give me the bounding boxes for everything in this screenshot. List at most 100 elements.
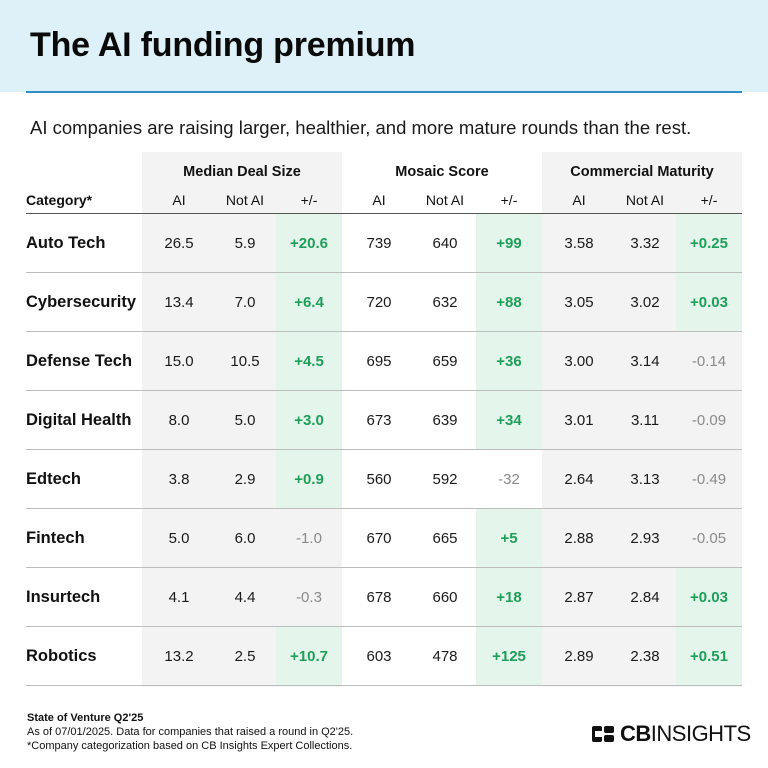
positive-highlight <box>476 509 542 567</box>
positive-highlight <box>276 332 342 390</box>
group-header-mosaic-score: Mosaic Score <box>395 164 489 180</box>
positive-highlight <box>276 214 342 272</box>
not-ai-value: 632 <box>432 294 458 311</box>
diff-value: -0.49 <box>691 471 727 488</box>
diff-value: +0.03 <box>690 589 728 606</box>
ai-value: 3.05 <box>564 294 594 311</box>
logo-text-thin: INSIGHTS <box>650 721 751 746</box>
ai-value: 678 <box>366 589 392 606</box>
group-header-median-deal-size: Median Deal Size <box>183 164 301 180</box>
footer-footnote: *Company categorization based on CB Insi… <box>27 740 353 752</box>
not-ai-value: 10.5 <box>230 353 260 370</box>
not-ai-value: 3.02 <box>630 294 660 311</box>
row-divider <box>26 567 742 568</box>
positive-highlight <box>676 627 742 685</box>
diff-value: +0.03 <box>690 294 728 311</box>
not-ai-value: 665 <box>432 530 458 547</box>
table-row: Defense Tech 15.0 10.5 +4.5 695 659 +36 3.00 3.1… <box>26 332 742 391</box>
not-ai-value: 2.84 <box>630 589 660 606</box>
ai-value: 603 <box>366 648 392 665</box>
positive-highlight <box>476 214 542 272</box>
not-ai-value: 659 <box>432 353 458 370</box>
positive-highlight <box>276 391 342 449</box>
diff-value: +125 <box>492 648 526 665</box>
ai-value: 2.88 <box>564 530 594 547</box>
diff-value: -0.14 <box>691 353 727 370</box>
diff-value: -0.09 <box>691 412 727 429</box>
footer-note: As of 07/01/2025. Data for companies tha… <box>27 726 354 738</box>
not-ai-value: 7.0 <box>234 294 256 311</box>
not-ai-value: 4.4 <box>234 589 256 606</box>
category-header: Category* <box>26 192 93 208</box>
diff-value: +36 <box>496 353 522 370</box>
positive-highlight <box>276 273 342 331</box>
ai-value: 3.58 <box>564 235 594 252</box>
ai-value: 4.1 <box>168 589 190 606</box>
header-divider <box>26 91 742 93</box>
col-header-diff: +/- <box>500 192 518 208</box>
positive-highlight <box>476 391 542 449</box>
group-header-commercial-maturity: Commercial Maturity <box>570 164 714 180</box>
positive-highlight <box>676 214 742 272</box>
not-ai-value: 2.5 <box>234 648 256 665</box>
logo-wordmark: CBINSIGHTS <box>620 721 751 747</box>
col-header-ai: AI <box>572 192 586 208</box>
row-category: Cybersecurity <box>26 293 137 311</box>
table-row: Cybersecurity 13.4 7.0 +6.4 720 632 +88 3.05 3.0… <box>26 273 742 332</box>
ai-value: 26.5 <box>164 235 194 252</box>
row-divider <box>26 331 742 332</box>
not-ai-value: 2.9 <box>234 471 256 488</box>
table-row: Robotics 13.2 2.5 +10.7 603 478 +125 2.89 2.38 +0… <box>26 627 742 686</box>
diff-value: +5 <box>500 530 518 547</box>
diff-value: +6.4 <box>294 294 324 311</box>
ai-value: 3.00 <box>564 353 594 370</box>
not-ai-value: 2.38 <box>630 648 660 665</box>
row-divider <box>26 449 742 450</box>
ai-value: 2.64 <box>564 471 594 488</box>
header-band: The AI funding premium <box>0 0 768 92</box>
col-header-not-ai: Not AI <box>625 192 665 208</box>
ai-value: 739 <box>366 235 392 252</box>
diff-value: +99 <box>496 235 522 252</box>
diff-value: +20.6 <box>290 235 328 252</box>
not-ai-value: 3.14 <box>630 353 660 370</box>
ai-value: 13.2 <box>164 648 194 665</box>
diff-value: +4.5 <box>294 353 324 370</box>
diff-value: -1.0 <box>296 530 322 547</box>
table-row: Fintech 5.0 6.0 -1.0 670 665 +5 2.88 2.93 -0.05 <box>26 509 742 568</box>
positive-highlight <box>476 273 542 331</box>
diff-value: +88 <box>496 294 522 311</box>
not-ai-value: 3.13 <box>630 471 660 488</box>
cb-insights-logo-icon <box>592 726 614 742</box>
not-ai-value: 3.11 <box>630 412 660 429</box>
cb-insights-logo: CBINSIGHTS <box>592 721 751 747</box>
ai-value: 720 <box>366 294 392 311</box>
table-row: Auto Tech 26.5 5.9 +20.6 739 640 +99 3.58 3.32 +0… <box>26 214 742 273</box>
diff-value: -0.3 <box>296 589 322 606</box>
diff-value: +0.51 <box>690 648 728 665</box>
ai-value: 5.0 <box>168 530 190 547</box>
not-ai-value: 640 <box>432 235 458 252</box>
logo-text-bold: CB <box>620 721 651 746</box>
col-header-diff: +/- <box>700 192 718 208</box>
page-title: The AI funding premium <box>30 26 416 64</box>
ai-value: 15.0 <box>164 353 194 370</box>
not-ai-value: 6.0 <box>234 530 256 547</box>
data-table: Median Deal Size Mosaic Score Commercial… <box>26 152 742 687</box>
row-category: Robotics <box>26 647 97 665</box>
table-row: Digital Health 8.0 5.0 +3.0 673 639 +34 3.01 3.1… <box>26 391 742 450</box>
not-ai-value: 660 <box>432 589 458 606</box>
ai-value: 560 <box>366 471 392 488</box>
not-ai-value: 3.32 <box>630 235 660 252</box>
row-divider <box>26 272 742 273</box>
ai-value: 8.0 <box>168 412 190 429</box>
diff-value: +34 <box>496 412 522 429</box>
table-row: Edtech 3.8 2.9 +0.9 560 592 -32 2.64 3.13 -0.49 <box>26 450 742 509</box>
ai-value: 3.8 <box>168 471 190 488</box>
not-ai-value: 5.9 <box>234 235 256 252</box>
row-category: Digital Health <box>26 411 132 429</box>
row-divider <box>26 626 742 627</box>
positive-highlight <box>476 627 542 685</box>
positive-highlight <box>276 627 342 685</box>
not-ai-value: 478 <box>432 648 458 665</box>
